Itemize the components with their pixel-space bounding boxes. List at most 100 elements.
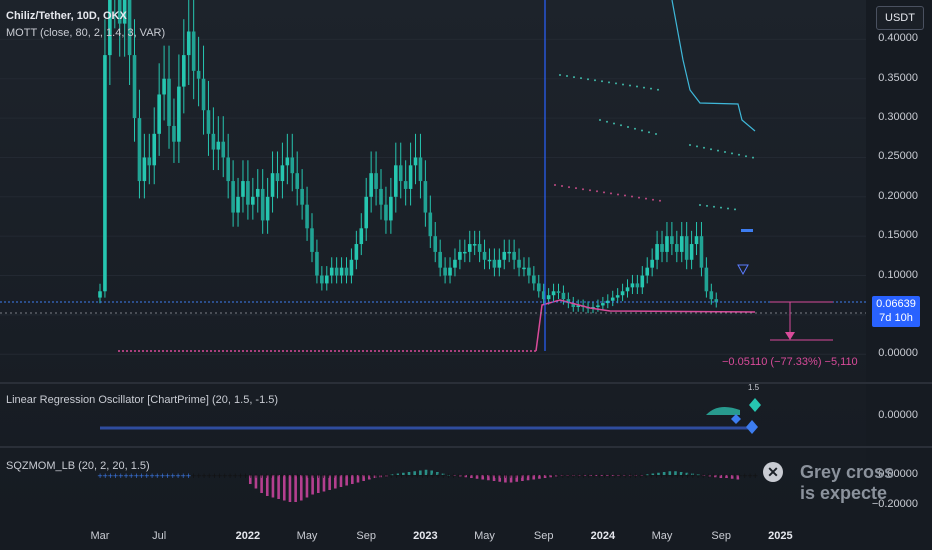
candle-body (453, 259, 457, 268)
currency-button[interactable]: USDT (876, 6, 924, 30)
band-dot (752, 156, 754, 159)
sqz-cross-marker: + (705, 472, 711, 480)
sqz-cross-marker: + (497, 472, 503, 480)
sqz-bar (305, 475, 309, 498)
sqz-bar (345, 475, 348, 486)
candle-body (310, 228, 314, 252)
sqz-cross-marker: + (149, 472, 155, 480)
candle-body (339, 267, 344, 276)
band-dot (615, 82, 617, 85)
sqz-bar (685, 472, 689, 475)
band-dot-pink (631, 195, 633, 198)
sqz-bar (464, 475, 468, 478)
band-dot-pink (596, 190, 598, 193)
pane-separator-1[interactable] (0, 382, 932, 384)
band-dot (573, 76, 575, 79)
sqz-bar (696, 474, 700, 476)
sqz-bar (317, 475, 320, 493)
y-tick-label: 0.15000 (878, 229, 918, 242)
candle-body (103, 55, 107, 292)
x-tick-label: Mar (90, 530, 110, 542)
sqz-bar (294, 475, 297, 502)
sqz-bar (532, 475, 536, 480)
sqz-cross-marker: + (591, 472, 597, 480)
sqz-bar (543, 475, 547, 478)
candle-body (201, 78, 206, 111)
sqz-cross-marker: + (128, 472, 134, 480)
sqz-bar (248, 475, 252, 484)
sqz-cross-marker: + (731, 472, 737, 480)
sqz-cross-marker: + (601, 472, 607, 480)
band-dot (622, 83, 624, 86)
sqz-bar (634, 475, 638, 476)
sqz-cross-marker: + (544, 472, 550, 480)
sqz-cross-marker: + (700, 472, 706, 480)
sqz-bar (730, 475, 734, 479)
y-tick-label: 0.30000 (878, 111, 918, 124)
candle-body (418, 157, 423, 182)
candle-body (527, 267, 531, 276)
band-dot-pink (568, 186, 570, 189)
sqz-bar (600, 475, 604, 476)
candle-body (670, 236, 674, 245)
price-axis[interactable] (866, 0, 932, 550)
sqz-cross-marker: + (445, 472, 451, 480)
candle-body (191, 31, 196, 71)
candle-body (507, 251, 511, 254)
sqz-bar (549, 475, 553, 478)
candle-body (546, 295, 551, 300)
candle-body (354, 244, 359, 260)
candle-body (566, 299, 571, 304)
sqz-cross-marker: + (638, 472, 644, 480)
sqz-bar (311, 475, 314, 495)
candle-body (147, 157, 152, 166)
last-price-badge: 0.06639 7d 10h (872, 296, 920, 327)
candle-body (684, 236, 689, 260)
candle-body (260, 188, 265, 221)
band-dot (641, 129, 643, 132)
band-dot (608, 81, 610, 84)
candle-body (246, 181, 250, 205)
sqz-cross-marker: + (737, 472, 743, 480)
sqz-bar (504, 475, 507, 483)
candle-body (699, 236, 704, 268)
candle-body (576, 305, 581, 308)
sqz-bar (447, 475, 451, 476)
measure-arrow (785, 332, 795, 340)
sqz-cross-marker: + (721, 472, 727, 480)
candle-body (640, 275, 645, 288)
candle-body (255, 188, 260, 197)
candle-body (463, 251, 467, 254)
band-dot (629, 84, 631, 87)
candle-body (679, 236, 684, 252)
sqz-cross-marker: + (113, 472, 119, 480)
sqz-cross-marker: + (201, 472, 207, 480)
sqz-bar (424, 469, 428, 475)
candle-body (665, 236, 669, 252)
candle-body (433, 236, 438, 252)
sqz-cross-marker: + (726, 472, 732, 480)
pane-separator-2[interactable] (0, 446, 932, 448)
sqz-cross-marker: + (565, 472, 571, 480)
sqz-cross-marker: + (425, 472, 431, 480)
sqz-cross-marker: + (461, 472, 467, 480)
sqz-bar (430, 470, 433, 475)
sqz-cross-marker: + (279, 472, 285, 480)
candle-body (305, 204, 309, 229)
candle-body (443, 267, 447, 276)
sqz-cross-marker: + (289, 472, 295, 480)
close-icon[interactable]: ✕ (763, 462, 783, 482)
sqz-bar (577, 475, 581, 476)
candle-body (157, 94, 161, 134)
main-chart-area[interactable] (0, 0, 866, 520)
band-dot-pink (561, 185, 563, 188)
candle-body (132, 55, 137, 119)
sqz-cross-marker: + (617, 472, 623, 480)
sqz-cross-marker: + (451, 472, 457, 480)
sqz-bar (265, 475, 269, 496)
sqz-bar (396, 473, 399, 475)
candle-body (285, 157, 290, 166)
candle-body (660, 244, 664, 252)
candle-body (389, 196, 393, 221)
sqz-cross-marker: + (139, 472, 145, 480)
